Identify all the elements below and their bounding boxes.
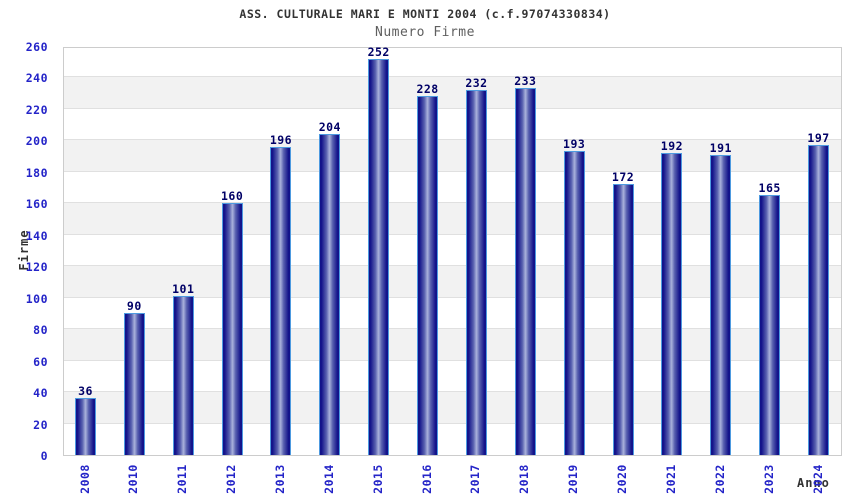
bar-2024 (808, 145, 830, 455)
bar-value-label: 197 (807, 131, 830, 146)
y-tick-label: 80 (33, 323, 48, 338)
x-tick-label: 2023 (761, 464, 776, 494)
bar-value-label: 90 (126, 299, 142, 314)
bar-value-label: 36 (78, 384, 93, 399)
gridline (64, 139, 841, 141)
bar-value-label: 193 (563, 137, 586, 152)
y-tick-label: 100 (25, 291, 48, 306)
gridline (64, 170, 841, 172)
y-tick-label: 180 (25, 165, 48, 180)
x-tick-label: 2012 (224, 464, 239, 494)
plot-band (64, 77, 841, 109)
gridline (64, 76, 841, 78)
bar-2023 (759, 195, 781, 455)
bar-value-label: 252 (367, 44, 390, 59)
bar-2022 (710, 154, 732, 455)
x-tick-label: 2021 (663, 464, 678, 494)
gridline (64, 328, 841, 330)
y-tick-label: 160 (25, 197, 48, 212)
bar-2011 (172, 296, 194, 455)
bar-value-label: 196 (269, 132, 293, 147)
y-tick-label: 140 (25, 228, 48, 243)
x-tick-label: 2018 (517, 464, 532, 494)
y-tick-label: 240 (25, 71, 48, 86)
bar-2008 (75, 398, 96, 455)
bar-value-label: 165 (758, 181, 781, 196)
x-tick-label: 2017 (468, 464, 483, 494)
gridline (64, 391, 841, 393)
bar-value-label: 160 (220, 189, 244, 204)
plot-area: 36 90 101 160 196 204 252 228 232 233 193 172 192 191… (63, 44, 842, 456)
x-tick-label: 2008 (77, 464, 92, 494)
gridline (64, 265, 841, 267)
bar-value-label: 191 (709, 140, 732, 155)
gridline (64, 202, 841, 204)
y-tick-label: 120 (25, 260, 48, 275)
x-tick-label: 2022 (712, 464, 727, 494)
y-tick-label: 20 (33, 417, 48, 432)
bar-value-label: 228 (416, 82, 439, 97)
x-tick-label: 2010 (126, 464, 141, 494)
chart-title: ASS. CULTURALE MARI E MONTI 2004 (c.f.97… (239, 7, 611, 21)
chart-subtitle: Numero Firme (375, 25, 475, 40)
gridline (64, 233, 841, 235)
x-tick-label: 2015 (370, 464, 385, 494)
y-tick-label: 260 (25, 40, 48, 54)
bar-2017 (465, 90, 487, 455)
bar-2020 (612, 184, 634, 455)
bar-value-label: 101 (172, 282, 195, 297)
gridline (64, 422, 841, 424)
bar-2010 (123, 313, 145, 455)
x-tick-label: 2019 (566, 464, 581, 494)
bar-value-label: 204 (318, 120, 341, 135)
y-tick-label: 200 (25, 134, 48, 149)
bar-2018 (514, 88, 536, 455)
bar-2014 (319, 134, 341, 455)
x-axis-title: Anno (797, 476, 830, 490)
bar-value-label: 192 (660, 138, 684, 153)
x-tick-label: 2014 (321, 464, 336, 494)
gridline (64, 359, 841, 361)
bar-value-label: 172 (611, 170, 635, 185)
x-tick-label: 2013 (272, 464, 287, 494)
gridline (64, 296, 841, 298)
bar-2016 (417, 96, 439, 455)
x-tick-label: 2016 (419, 464, 434, 494)
y-tick-label: 0 (40, 449, 48, 463)
x-tick-label: 2011 (175, 464, 190, 494)
y-tick-label: 220 (25, 102, 48, 117)
bar-2013 (270, 146, 292, 455)
x-tick-label: 2024 (810, 464, 825, 494)
bar-2015 (368, 58, 390, 455)
bar-value-label: 233 (514, 74, 537, 89)
gridline (64, 107, 841, 109)
bar-2012 (221, 203, 243, 455)
x-tick-label: 2020 (615, 464, 630, 494)
y-tick-label: 60 (33, 354, 48, 369)
bar-2019 (563, 151, 585, 455)
bar-value-label: 232 (465, 76, 488, 91)
y-tick-label: 40 (33, 386, 48, 401)
bar-2021 (661, 152, 683, 455)
